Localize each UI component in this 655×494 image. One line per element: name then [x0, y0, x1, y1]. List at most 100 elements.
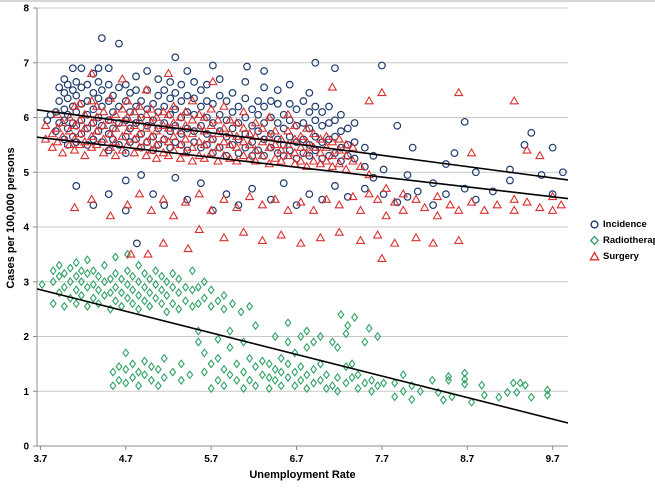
data-point: [55, 271, 63, 281]
data-point: [171, 53, 180, 62]
data-point: [342, 329, 350, 339]
data-point: [527, 392, 535, 402]
x-axis-title: Unemployment Rate: [249, 469, 356, 481]
data-point: [146, 104, 157, 113]
data-point: [177, 97, 186, 105]
data-point: [354, 370, 362, 380]
data-point: [428, 238, 438, 247]
data-point: [135, 304, 143, 314]
data-point: [121, 97, 130, 105]
data-point: [55, 83, 64, 92]
data-point: [83, 282, 91, 292]
data-point: [368, 375, 376, 385]
data-point: [169, 367, 177, 377]
data-point: [158, 238, 169, 247]
data-point: [503, 387, 511, 397]
data-point: [355, 161, 366, 171]
data-point: [141, 150, 152, 160]
data-point: [134, 128, 145, 138]
data-point: [98, 134, 109, 143]
data-point: [60, 282, 68, 292]
data-point: [265, 359, 273, 369]
data-point: [168, 210, 179, 220]
data-point: [273, 119, 282, 127]
data-point: [197, 86, 205, 95]
data-point: [72, 257, 80, 268]
data-point: [146, 274, 154, 284]
data-point: [69, 202, 80, 212]
data-point: [169, 268, 177, 279]
data-point: [214, 353, 222, 364]
data-point: [100, 277, 108, 287]
data-point: [311, 102, 320, 111]
data-point: [208, 149, 217, 157]
data-point: [311, 116, 320, 125]
data-point: [169, 282, 177, 292]
data-point: [292, 105, 301, 114]
data-point: [68, 86, 77, 95]
data-point: [257, 136, 268, 146]
data-point: [158, 299, 166, 309]
data-point: [77, 266, 85, 276]
data-point: [327, 136, 338, 146]
data-point: [68, 64, 77, 73]
data-point: [513, 387, 521, 397]
data-point: [279, 179, 288, 188]
data-point: [213, 115, 223, 124]
data-point: [308, 128, 319, 138]
data-point: [89, 279, 97, 290]
data-point: [389, 197, 400, 206]
data-point: [168, 101, 179, 110]
data-point: [246, 353, 254, 364]
data-point: [350, 154, 359, 163]
data-point: [182, 296, 190, 306]
data-point: [222, 190, 231, 199]
data-point: [238, 106, 249, 116]
data-point: [49, 299, 57, 309]
data-point: [163, 150, 174, 160]
data-point: [380, 378, 388, 388]
data-point: [270, 153, 281, 162]
data-point: [299, 119, 308, 127]
data-point: [38, 279, 46, 290]
data-point: [328, 381, 336, 391]
data-point: [72, 182, 81, 190]
circle-marker-icon: [590, 220, 599, 229]
data-point: [121, 176, 130, 185]
data-point: [183, 195, 192, 204]
data-point: [146, 131, 157, 140]
data-point: [49, 277, 57, 287]
data-point: [305, 124, 314, 133]
data-point: [206, 147, 217, 157]
data-point: [461, 374, 469, 384]
data-point: [115, 83, 123, 92]
data-point: [122, 112, 133, 121]
data-point: [316, 375, 324, 385]
data-point: [522, 145, 532, 154]
data-point: [94, 64, 103, 73]
data-point: [301, 147, 312, 157]
data-point: [110, 123, 121, 132]
y-tick-label: 0: [23, 442, 29, 453]
data-point: [453, 205, 464, 214]
data-point: [243, 62, 251, 71]
data-point: [194, 188, 205, 198]
data-point: [104, 190, 113, 199]
data-point: [453, 235, 464, 244]
data-point: [283, 139, 293, 149]
data-point: [228, 88, 237, 97]
data-point: [429, 201, 438, 210]
data-point: [516, 378, 524, 388]
data-point: [94, 94, 103, 103]
data-point: [233, 375, 241, 385]
data-point: [89, 266, 97, 276]
x-tick-label: 4.7: [119, 454, 133, 465]
data-point: [83, 97, 92, 105]
data-point: [283, 205, 293, 214]
data-point: [208, 135, 217, 144]
data-point: [461, 368, 469, 378]
data-point: [215, 91, 224, 100]
data-point: [506, 176, 514, 185]
data-point: [321, 131, 332, 140]
data-point: [544, 390, 552, 400]
